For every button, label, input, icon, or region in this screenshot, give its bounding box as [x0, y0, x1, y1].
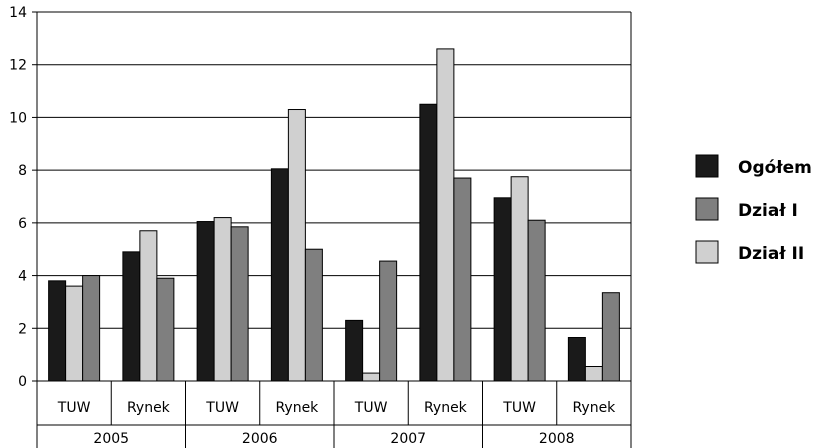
bars: [48, 48, 620, 382]
legend-label-ogolem: Ogółem: [738, 158, 812, 178]
bar-dzial-i: [304, 248, 323, 382]
bar-dzial-ii: [287, 109, 306, 382]
y-axis-ticks: 0 2 4 6 8 10 14 12: [9, 5, 37, 390]
x-category-label: Rynek: [275, 400, 319, 416]
legend-label-dzial-i: Dział I: [738, 201, 798, 221]
x-year-label: 2007: [390, 431, 426, 447]
x-year-label: 2006: [242, 431, 278, 447]
x-year-label: 2008: [539, 431, 575, 447]
x-category-label: TUW: [57, 400, 91, 416]
y-tick-label: 12: [9, 58, 27, 74]
legend-label-dzial-ii: Dział II: [738, 244, 804, 264]
bar-dzial-i: [379, 260, 398, 382]
x-category-label: TUW: [205, 400, 239, 416]
bar-dzial-ii: [139, 230, 158, 382]
bar-dzial-ii: [65, 285, 84, 382]
bar-dzial-i: [230, 226, 249, 382]
bar-dzial-i: [156, 277, 175, 382]
bar-ogolem: [567, 337, 586, 382]
legend-swatch-dzial-ii: [695, 240, 719, 264]
bar-dzial-ii: [213, 217, 232, 382]
y-tick-label: 8: [18, 163, 27, 179]
x-year-label: 2005: [93, 431, 129, 447]
y-tick-label: 10: [9, 110, 27, 126]
bar-ogolem: [493, 197, 512, 382]
bar-ogolem: [419, 103, 438, 382]
x-axis-categories: TUW Rynek TUW Rynek TUW Rynek TUW Rynek 2005 2006…: [57, 400, 616, 447]
bar-dzial-i: [453, 177, 472, 382]
legend-swatch-dzial-i: [695, 197, 719, 221]
axes: [36, 12, 632, 448]
y-tick-label: 0: [18, 374, 27, 390]
x-category-label: TUW: [354, 400, 388, 416]
bar-dzial-ii: [436, 48, 455, 382]
y-tick-label: 4: [18, 269, 27, 285]
bar-ogolem: [270, 168, 289, 382]
x-category-label: TUW: [502, 400, 536, 416]
x-category-label: Rynek: [572, 400, 616, 416]
y-tick-label: 6: [18, 216, 27, 232]
legend-swatch-ogolem: [695, 154, 719, 178]
bar-dzial-i: [527, 219, 546, 382]
y-tick-label: 2: [18, 321, 27, 337]
bar-ogolem: [345, 319, 364, 382]
legend: Ogółem Dział I Dział II: [695, 154, 812, 264]
bar-dzial-i: [601, 292, 620, 382]
bar-dzial-ii: [584, 366, 603, 382]
bar-ogolem: [196, 221, 215, 382]
y-tick-label: 14: [9, 5, 27, 21]
x-category-label: Rynek: [424, 400, 468, 416]
bar-ogolem: [122, 251, 141, 382]
bar-dzial-ii: [362, 372, 381, 382]
bar-ogolem: [48, 280, 67, 382]
x-category-label: Rynek: [127, 400, 171, 416]
bar-dzial-i: [82, 275, 101, 382]
bar-dzial-ii: [510, 176, 529, 382]
